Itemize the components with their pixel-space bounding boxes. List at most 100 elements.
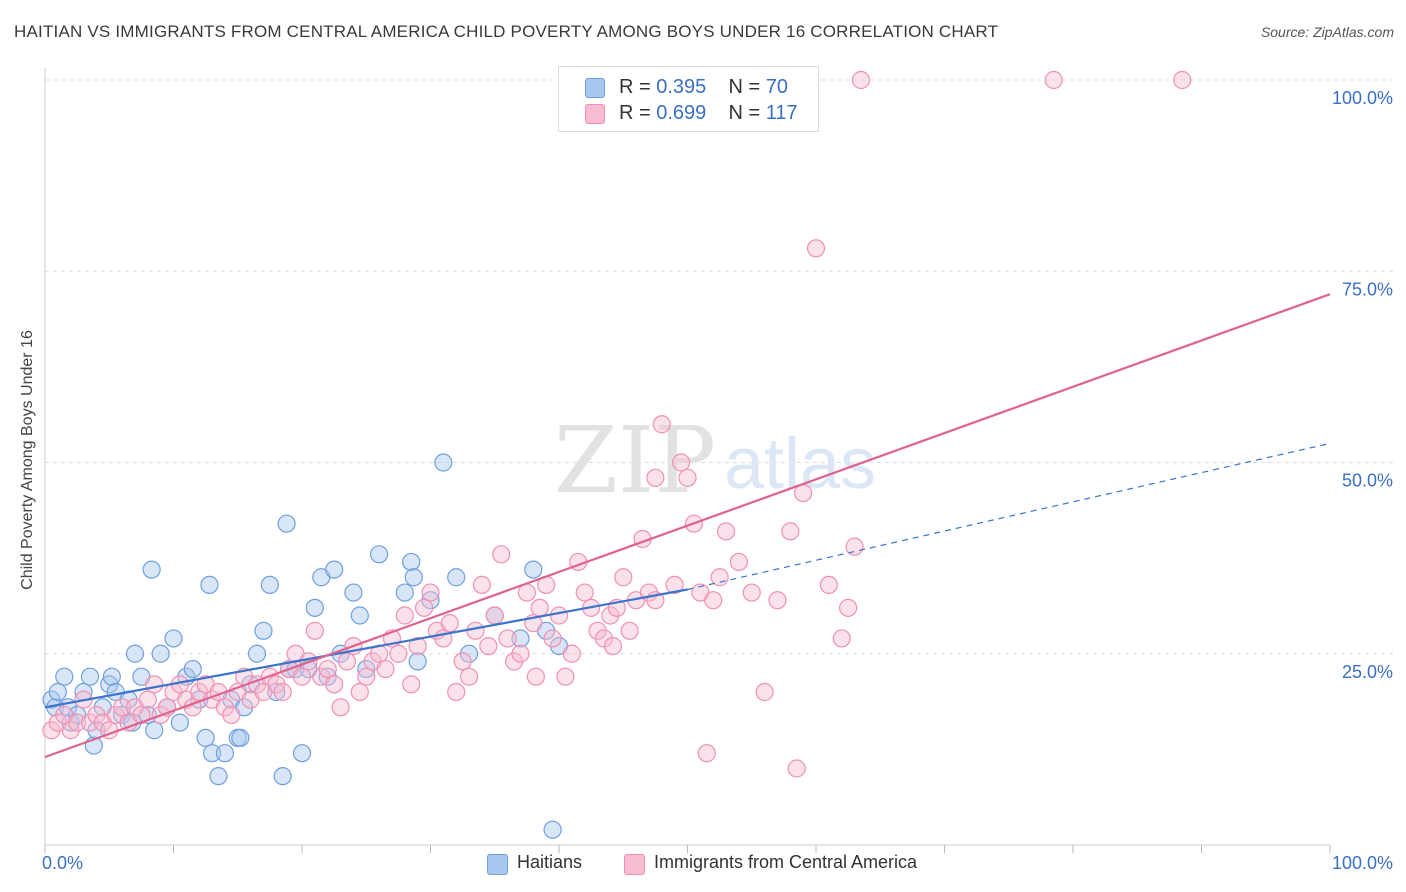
central-america-point: [376, 659, 395, 679]
central-america-point: [389, 644, 408, 663]
central-america-point: [350, 682, 369, 702]
central-america-point: [112, 698, 132, 717]
haitians-point: [434, 453, 453, 472]
central-america-point: [768, 591, 787, 610]
haitians-swatch-icon: [585, 78, 605, 98]
haitians-point: [231, 728, 250, 748]
x-tick-label: 100.0%: [1332, 853, 1393, 873]
central-america-point: [755, 682, 774, 702]
legend-r-value: 0.395: [656, 76, 707, 98]
central-america-point: [68, 713, 87, 732]
central-america-point: [331, 698, 350, 717]
y-tick-label: 50.0%: [1342, 471, 1393, 491]
central-america-point: [603, 636, 623, 656]
legend-n-value: 117: [765, 102, 798, 124]
central-america-point: [543, 629, 562, 648]
y-axis-label-container: Child Poverty Among Boys Under 16: [16, 300, 40, 620]
grid-lines: [45, 79, 1395, 655]
legend-r-label: R =: [619, 102, 657, 124]
central-america-point: [511, 644, 530, 663]
chart-title: HAITIAN VS IMMIGRANTS FROM CENTRAL AMERI…: [14, 22, 999, 41]
central-america-point: [222, 705, 241, 725]
axes: [44, 68, 1331, 853]
haitians-point: [447, 568, 466, 587]
central-america-point: [549, 606, 569, 625]
central-america-point: [138, 690, 157, 709]
haitians-point: [145, 721, 164, 740]
stats-legend: R = 0.395 N = 70 R = 0.699 N = 117: [558, 66, 819, 132]
haitians-point: [142, 560, 161, 579]
watermark-atlas: atlas: [724, 424, 876, 504]
y-tick-label: 25.0%: [1342, 662, 1393, 682]
central-america-point: [305, 621, 324, 640]
haitians-point: [260, 575, 279, 595]
central-america-point: [678, 468, 697, 487]
central-america-point: [318, 659, 337, 679]
haitians-point: [292, 744, 312, 763]
central-america-point: [466, 621, 485, 640]
central-america-point: [530, 598, 549, 617]
central-america-point: [614, 568, 633, 587]
central-america-point: [337, 652, 357, 671]
central-america-swatch-icon: [585, 104, 605, 124]
central-america-point: [562, 644, 581, 663]
central-america-point: [325, 675, 344, 694]
central-america-point: [1044, 70, 1063, 90]
haitians-point: [247, 644, 267, 663]
haitians-point: [200, 575, 219, 595]
central-america-point: [421, 583, 440, 602]
central-america-trend-line: [44, 293, 1331, 759]
legend-n-value: 70: [765, 76, 789, 98]
y-axis-label: Child Poverty Among Boys Under 16: [19, 330, 36, 590]
source-credit: Source: ZipAtlas.com: [1260, 24, 1394, 40]
haitians-point: [402, 552, 421, 572]
haitians-point: [125, 644, 145, 663]
haitians-point: [55, 667, 74, 686]
watermark: ZIP atlas: [554, 407, 876, 514]
central-america-point: [845, 537, 864, 556]
central-america-point: [526, 667, 545, 686]
central-america-point: [357, 667, 376, 686]
central-america-point: [832, 629, 851, 648]
haitians-point: [350, 606, 369, 625]
haitians-point: [524, 560, 543, 579]
legend-n-label: N =: [728, 102, 766, 124]
x-tick-label: 0.0%: [42, 853, 83, 873]
central-america-point: [839, 598, 858, 617]
central-america-point: [787, 759, 806, 778]
central-america-point: [479, 636, 498, 656]
central-america-point: [292, 667, 312, 686]
y-tick-label: 75.0%: [1342, 279, 1393, 299]
haitians-point: [511, 629, 530, 648]
haitians-point: [254, 621, 273, 640]
haitians-point: [277, 514, 296, 533]
central-america-point: [447, 682, 466, 702]
central-america-point: [665, 575, 684, 595]
central-america-point: [716, 522, 736, 541]
haitians-point: [215, 744, 234, 763]
haitians-point: [273, 767, 292, 786]
central-america-point: [806, 239, 826, 258]
central-america-point: [781, 522, 800, 541]
legend-r-label: R =: [619, 76, 657, 98]
haitians-point: [48, 682, 67, 702]
haitians-point: [196, 728, 215, 748]
trend-lines: [44, 293, 1331, 759]
central-america-point: [402, 675, 421, 694]
central-america-point: [851, 70, 871, 90]
central-america-point: [556, 667, 575, 686]
central-america-point: [492, 545, 511, 564]
central-america-point: [414, 598, 434, 617]
haitians-point: [80, 667, 100, 686]
central-america-point: [273, 682, 292, 702]
haitians-point: [209, 767, 228, 786]
haitians-point: [164, 629, 183, 648]
watermark-zip: ZIP: [554, 407, 716, 514]
haitians-point: [408, 652, 427, 671]
central-america-legend-icon: [624, 854, 645, 875]
central-america-point: [704, 591, 723, 610]
haitians-point: [404, 568, 423, 587]
legend-n-label: N =: [728, 76, 766, 98]
central-america-point: [671, 453, 691, 472]
